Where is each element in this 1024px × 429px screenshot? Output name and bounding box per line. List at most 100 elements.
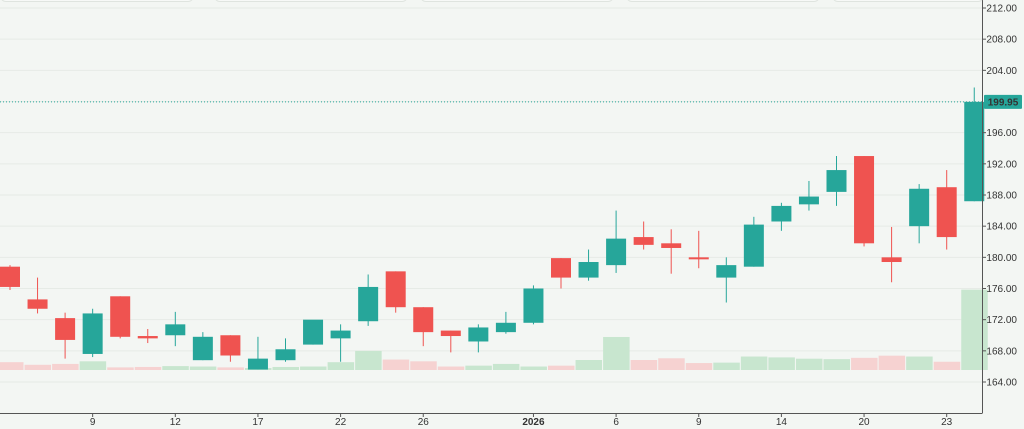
- candle[interactable]: [275, 338, 296, 362]
- candle[interactable]: [578, 249, 599, 281]
- candle[interactable]: [688, 230, 709, 269]
- candle[interactable]: [330, 324, 351, 362]
- toolbar-tab[interactable]: [420, 0, 614, 2]
- candle[interactable]: [82, 308, 103, 358]
- x-tick-label: 17: [252, 417, 264, 428]
- candle-body: [826, 170, 847, 192]
- candle[interactable]: [247, 336, 268, 370]
- candle-body: [523, 288, 544, 323]
- candle[interactable]: [606, 210, 627, 273]
- y-tick-label: 164.00: [986, 378, 1017, 389]
- candle-body: [743, 224, 764, 267]
- candle-body: [220, 335, 241, 356]
- candle-body: [440, 330, 461, 337]
- x-tick-label: 22: [335, 417, 347, 428]
- volume-bar: [300, 366, 327, 370]
- candle-body: [854, 156, 875, 244]
- candle[interactable]: [936, 170, 957, 250]
- volume-bar: [795, 358, 823, 370]
- candle[interactable]: [220, 335, 241, 362]
- volume-bar: [327, 362, 355, 370]
- candle[interactable]: [385, 271, 406, 313]
- y-tick-label: 184.00: [986, 222, 1017, 233]
- volume-bar: [520, 366, 547, 370]
- toolbar-tab[interactable]: [0, 0, 194, 2]
- candle-body: [330, 330, 351, 339]
- candle[interactable]: [413, 307, 434, 347]
- candle-body: [716, 265, 737, 278]
- candle[interactable]: [798, 180, 819, 211]
- volume-bar: [355, 350, 382, 370]
- candle-body: [881, 257, 902, 263]
- toolbar-tab[interactable]: [626, 0, 820, 2]
- candles[interactable]: [0, 87, 985, 370]
- candle[interactable]: [110, 296, 131, 339]
- candle[interactable]: [661, 229, 682, 274]
- candle[interactable]: [964, 87, 985, 202]
- candle[interactable]: [440, 330, 461, 353]
- volume-bar: [740, 356, 768, 370]
- y-tick-label: 212.00: [986, 4, 1017, 15]
- volume-bar: [658, 358, 685, 370]
- y-tick-label: 168.00: [986, 346, 1017, 357]
- volume-bar: [107, 367, 134, 370]
- axes: [0, 0, 983, 414]
- toolbar-tab[interactable]: [832, 0, 984, 2]
- volume-bar: [52, 363, 79, 370]
- candle-body: [55, 318, 76, 340]
- candle[interactable]: [551, 258, 571, 289]
- candle[interactable]: [826, 156, 847, 206]
- volume-bar: [79, 361, 107, 370]
- candle[interactable]: [523, 285, 544, 325]
- candle-body: [633, 237, 654, 245]
- candle[interactable]: [27, 277, 48, 314]
- candle-body: [82, 313, 103, 354]
- x-tick-label: 20: [858, 417, 870, 428]
- candle[interactable]: [495, 311, 516, 334]
- x-tick-label: 12: [170, 417, 182, 428]
- y-axis-ticks: 164.00 168.00 172.00 176.00 180.00 184.00 188.…: [982, 4, 1017, 389]
- candle-body: [495, 322, 516, 333]
- volume-bar: [24, 364, 52, 370]
- candle[interactable]: [743, 216, 764, 267]
- candle[interactable]: [165, 311, 186, 347]
- candle[interactable]: [192, 332, 213, 361]
- candle-body: [606, 238, 627, 266]
- candle-body: [137, 336, 158, 339]
- x-tick-label: 14: [776, 417, 788, 428]
- volume-bar: [878, 355, 906, 370]
- x-tick-label: 26: [418, 417, 430, 428]
- candle[interactable]: [137, 329, 158, 344]
- y-tick-label: 176.00: [986, 284, 1017, 295]
- volume-bar: [851, 357, 878, 370]
- y-tick-label: 192.00: [986, 159, 1017, 170]
- candle[interactable]: [854, 156, 875, 247]
- candle-body: [468, 327, 489, 342]
- volume-bars: [0, 289, 988, 370]
- toolbar-tab[interactable]: [214, 0, 408, 2]
- volume-bar: [492, 363, 520, 370]
- candle-body: [909, 188, 930, 227]
- candle[interactable]: [881, 226, 902, 283]
- x-axis-ticks: 9 12 17 22 26 2026 6 9 14 20 23: [90, 413, 953, 428]
- candle[interactable]: [909, 184, 930, 244]
- x-tick-label: 9: [696, 417, 702, 428]
- volume-bar: [713, 362, 740, 370]
- candle[interactable]: [0, 265, 20, 291]
- volume-bar: [162, 366, 189, 370]
- volume-bar: [933, 361, 961, 370]
- candle[interactable]: [771, 202, 792, 231]
- candle[interactable]: [55, 312, 76, 359]
- volume-bar: [575, 360, 603, 370]
- candle-body: [165, 324, 186, 336]
- candle[interactable]: [303, 319, 324, 345]
- candle[interactable]: [358, 274, 379, 326]
- candle-body: [771, 205, 792, 222]
- candle-body: [798, 196, 819, 205]
- candle[interactable]: [716, 257, 737, 303]
- candle-body: [247, 358, 268, 370]
- candle[interactable]: [468, 324, 489, 353]
- y-tick-label: 204.00: [986, 66, 1017, 77]
- candle[interactable]: [633, 221, 654, 250]
